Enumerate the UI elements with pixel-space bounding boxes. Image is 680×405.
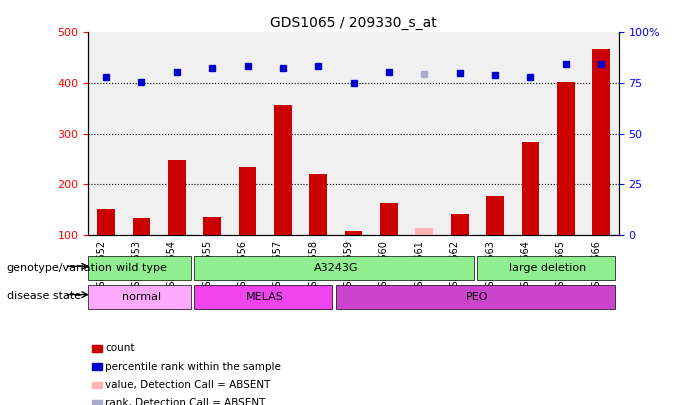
Bar [309, 174, 327, 235]
Bar [380, 203, 398, 235]
Bar [168, 160, 186, 235]
Bar [522, 142, 539, 235]
Text: value, Detection Call = ABSENT: value, Detection Call = ABSENT [105, 380, 271, 390]
Bar [239, 167, 256, 235]
Bar [592, 49, 610, 235]
Bar [486, 196, 504, 235]
Text: large deletion: large deletion [509, 263, 587, 273]
Text: rank, Detection Call = ABSENT: rank, Detection Call = ABSENT [105, 398, 266, 405]
Text: MELAS: MELAS [246, 292, 284, 302]
FancyBboxPatch shape [336, 285, 615, 309]
Text: normal: normal [122, 292, 161, 302]
Bar [557, 81, 575, 235]
FancyBboxPatch shape [194, 256, 474, 280]
FancyBboxPatch shape [88, 285, 191, 309]
Bar [274, 105, 292, 235]
Bar [203, 217, 221, 235]
Text: A3243G: A3243G [313, 263, 358, 273]
Bar [451, 214, 469, 235]
Text: percentile rank within the sample: percentile rank within the sample [105, 362, 282, 371]
Text: disease state: disease state [7, 292, 81, 301]
Text: PEO: PEO [466, 292, 489, 302]
FancyBboxPatch shape [88, 256, 191, 280]
Bar [133, 218, 150, 235]
Text: genotype/variation: genotype/variation [7, 263, 113, 273]
Text: wild type: wild type [116, 263, 167, 273]
Bar [97, 209, 115, 235]
Bar [415, 228, 433, 235]
FancyBboxPatch shape [194, 285, 333, 309]
FancyBboxPatch shape [477, 256, 615, 280]
Title: GDS1065 / 209330_s_at: GDS1065 / 209330_s_at [270, 16, 437, 30]
Text: count: count [105, 343, 135, 353]
Bar [345, 231, 362, 235]
